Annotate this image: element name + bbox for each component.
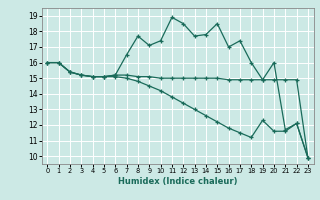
X-axis label: Humidex (Indice chaleur): Humidex (Indice chaleur) bbox=[118, 177, 237, 186]
